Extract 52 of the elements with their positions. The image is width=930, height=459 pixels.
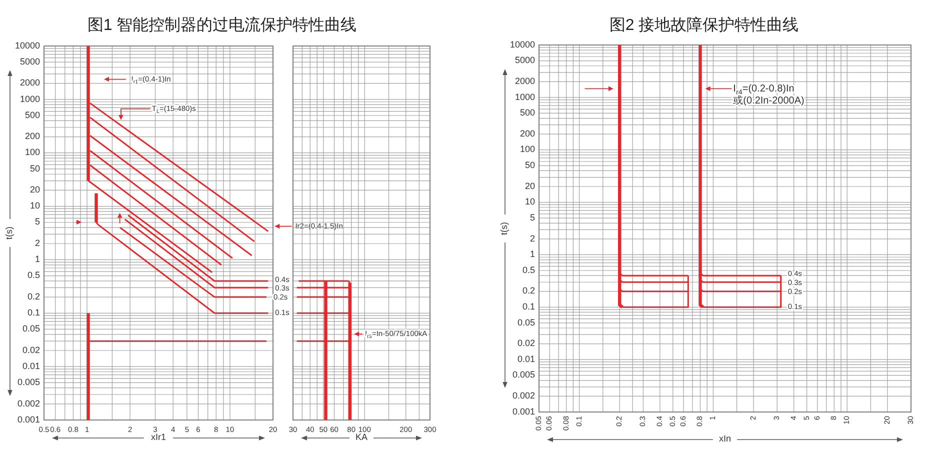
y-tick-label: 500 <box>24 110 40 120</box>
y-tick-label: 5000 <box>514 55 535 66</box>
y-tick-label: 500 <box>520 108 535 118</box>
y-tick-label: 5 <box>530 212 535 222</box>
y-tick-label: 0.01 <box>517 354 535 364</box>
y-tick-label: 0.005 <box>512 370 535 380</box>
chart-title: 图2 接地故障保护特性曲线 <box>609 16 799 34</box>
y-tick-label: 5 <box>34 216 40 227</box>
y-tick-label: 0.002 <box>512 390 535 401</box>
y-tick-label: 50 <box>30 163 40 174</box>
y-tick-label: 0.02 <box>22 344 40 355</box>
x-axis-title: xIn <box>718 434 732 444</box>
y-tick-label: 20 <box>30 184 40 195</box>
y-tick-label: 20 <box>524 180 535 191</box>
y-tick-label: 10 <box>30 200 40 211</box>
y-tick-label: 200 <box>24 131 40 142</box>
y-tick-label: 5000 <box>20 56 40 66</box>
y-tick-label: 0.01 <box>22 360 40 371</box>
y-tick-label: 0.1 <box>27 308 40 318</box>
y-tick-label: 200 <box>520 128 535 138</box>
y-tick-label: 10000 <box>510 39 535 50</box>
y-tick-label: 0.05 <box>517 317 535 328</box>
y-tick-label: 1000 <box>514 92 535 102</box>
x-axis-title: xIr1 <box>150 432 166 442</box>
y-tick-label: 0.005 <box>17 377 40 388</box>
y-tick-label: 0.02 <box>517 338 535 348</box>
x-axis-title: KA <box>355 432 368 442</box>
chart-title: 图1 智能控制器的过电流保护特性曲线 <box>87 16 357 34</box>
y-tick-label: 0.5 <box>522 264 535 275</box>
y-tick-label: 0.2 <box>27 291 40 302</box>
y-axis-title: t(s) <box>499 222 510 235</box>
y-tick-label: 0.05 <box>22 324 40 334</box>
y-tick-label: 2000 <box>514 76 535 86</box>
y-tick-label: 0.1 <box>522 302 535 312</box>
y-axis-title: t(s) <box>4 226 14 240</box>
y-tick-label: 100 <box>520 144 535 154</box>
y-tick-label: 0.002 <box>17 398 40 408</box>
y-tick-label: 2 <box>34 238 40 248</box>
annotation: I$_{r4}$=(0.2-0.8)In 或(0.2In-2000A) <box>733 83 804 106</box>
y-tick-label: 2 <box>530 233 535 244</box>
y-tick-label: 100 <box>24 147 40 158</box>
y-tick-label: 0.5 <box>27 270 40 280</box>
y-tick-label: 1000 <box>20 94 40 104</box>
y-tick-label: 2000 <box>20 78 40 88</box>
y-tick-label: 10000 <box>14 40 40 50</box>
y-tick-label: 0.001 <box>17 414 40 424</box>
y-tick-label: 50 <box>524 160 535 170</box>
y-tick-label: 10 <box>524 196 535 207</box>
y-tick-label: 0.2 <box>522 286 535 296</box>
y-tick-label: 0.001 <box>512 406 535 416</box>
y-tick-label: 1 <box>530 249 535 260</box>
y-tick-label: 1 <box>34 254 40 264</box>
